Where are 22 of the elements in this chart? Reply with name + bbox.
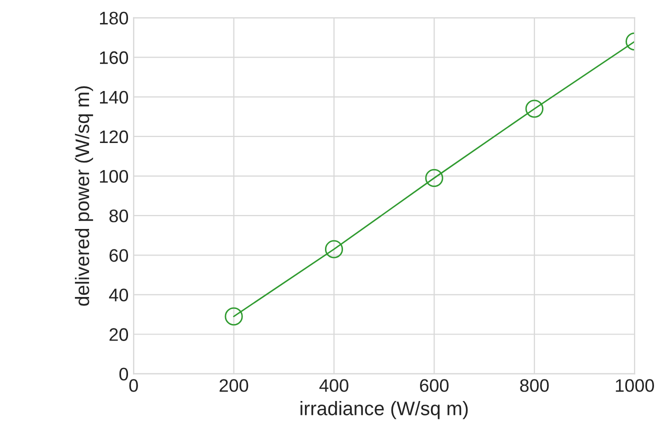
y-tick-label: 0 — [119, 368, 128, 381]
x-tick-label: 200 — [220, 379, 248, 392]
point — [525, 100, 544, 118]
y-tick-label: 180 — [100, 12, 128, 25]
point — [324, 240, 344, 258]
x-tick-label: 400 — [319, 379, 348, 392]
y-tick-label: 60 — [110, 249, 128, 262]
y-tick-label: 20 — [110, 328, 128, 341]
point — [224, 307, 243, 326]
point — [425, 168, 444, 188]
x-tick-label: 600 — [420, 379, 449, 392]
x-axis-title: irradiance (W/sq m) — [300, 401, 468, 420]
y-tick-label: 140 — [100, 90, 128, 104]
y-tick-label: 80 — [109, 210, 128, 222]
x-tick-label: 0 — [129, 379, 138, 392]
y-tick-label: 100 — [100, 170, 128, 183]
x-tick-label: 800 — [520, 379, 549, 392]
x-tick-label: 1000 — [616, 379, 654, 392]
y-axis-title: delivered power (W/sq m) — [74, 86, 94, 306]
y-tick-label: 160 — [100, 51, 128, 64]
y-tick-label: 40 — [109, 288, 128, 302]
y-tick-label: 120 — [100, 130, 128, 144]
